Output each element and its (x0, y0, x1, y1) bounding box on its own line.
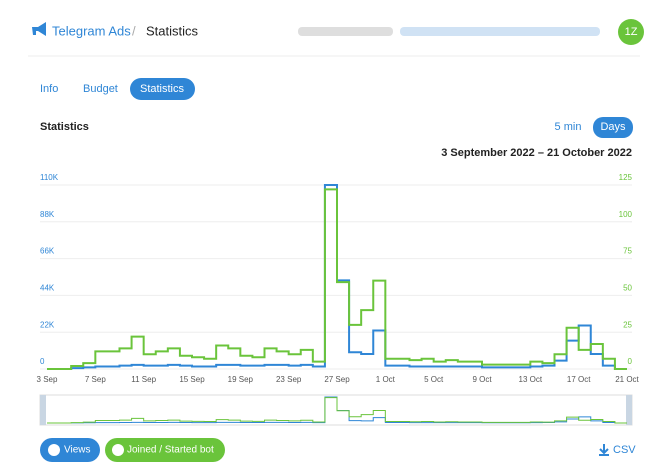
period[interactable]: 5 min (555, 121, 582, 133)
period-active[interactable] (593, 117, 633, 138)
y-tick-label: 44K (40, 284, 55, 293)
x-tick-label: 17 Oct (567, 375, 591, 384)
blurred-budget (298, 27, 393, 36)
x-tick-label: 13 Oct (519, 375, 543, 384)
brand[interactable]: Telegram Ads (52, 23, 131, 38)
y2-tick-label: 75 (623, 247, 632, 256)
x-tick-label: 9 Oct (472, 375, 492, 384)
tab[interactable]: Budget (83, 83, 118, 95)
avatar[interactable] (618, 19, 644, 45)
y-tick-label: 88K (40, 210, 55, 219)
megaphone-icon (32, 22, 46, 36)
x-tick-label: 11 Sep (131, 375, 156, 384)
navigator-handle[interactable] (626, 395, 632, 425)
x-tick-label: 19 Sep (228, 375, 254, 384)
y2-tick-label: 100 (619, 210, 633, 219)
legend-label[interactable]: Joined / Started bot (127, 445, 214, 456)
series-line (47, 188, 627, 370)
x-tick-label: 15 Sep (179, 375, 205, 384)
x-tick-label: 27 Sep (324, 375, 350, 384)
y-tick-label: 0 (40, 357, 45, 366)
avatar-text: 1Z (625, 26, 638, 38)
date-range: 3 September 2022 – 21 October 2022 (441, 147, 632, 159)
x-tick-label: 21 Oct (615, 375, 639, 384)
download-icon (599, 444, 609, 456)
navigator-handle[interactable] (40, 395, 46, 425)
tab[interactable]: Info (40, 83, 58, 95)
y2-tick-label: 125 (619, 173, 633, 182)
check (112, 444, 124, 456)
x-tick-label: 7 Sep (85, 375, 106, 384)
y-tick-label: 22K (40, 320, 55, 329)
csv-link[interactable]: CSV (613, 444, 636, 456)
x-tick-label: 3 Sep (37, 375, 58, 384)
navigator[interactable] (39, 394, 633, 426)
separator: / (132, 23, 136, 38)
y-tick-label: 66K (40, 247, 55, 256)
blurred-account[interactable] (400, 27, 600, 36)
navigator-line (47, 397, 627, 424)
tab-active[interactable] (130, 78, 195, 100)
legend-button[interactable] (40, 438, 100, 462)
period[interactable]: Days (600, 121, 626, 133)
legend-button[interactable] (105, 438, 225, 462)
tab[interactable]: Statistics (140, 83, 185, 95)
page-title: Statistics (146, 23, 199, 38)
y2-tick-label: 25 (623, 320, 632, 329)
legend-label[interactable]: Views (64, 445, 91, 456)
x-tick-label: 5 Oct (424, 375, 444, 384)
section-title: Statistics (40, 121, 89, 133)
x-tick-label: 23 Sep (276, 375, 302, 384)
x-tick-label: 1 Oct (376, 375, 396, 384)
y2-tick-label: 50 (623, 284, 632, 293)
y-tick-label: 110K (40, 173, 59, 182)
series-line (47, 184, 627, 370)
y2-tick-label: 0 (628, 357, 633, 366)
check (48, 444, 60, 456)
